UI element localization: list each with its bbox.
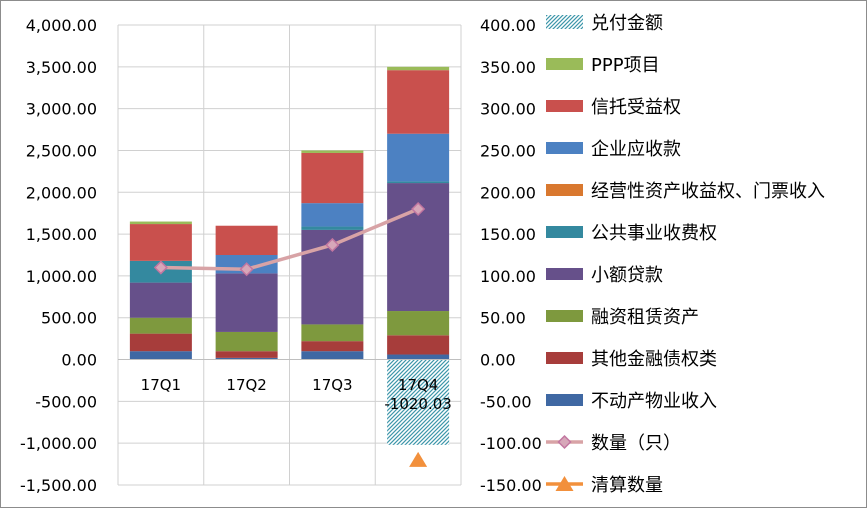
left-tick-label: -1,500.00 xyxy=(20,476,97,495)
legend-label: 公共事业收费权 xyxy=(591,223,717,244)
bar-segment xyxy=(129,333,192,352)
category-label: 17Q2 xyxy=(226,376,266,394)
bar-segment xyxy=(387,311,450,336)
bar-segment xyxy=(215,225,278,255)
bar-segment xyxy=(387,181,450,184)
legend-marker xyxy=(555,476,574,491)
right-tick-label: -50.00 xyxy=(480,392,532,411)
bar-segment xyxy=(387,354,450,360)
bar-segment xyxy=(387,335,450,355)
legend-swatch xyxy=(546,310,583,322)
category-label: 17Q4 xyxy=(398,376,438,394)
left-tick-label: 3,500.00 xyxy=(26,58,97,77)
bar-segment xyxy=(301,341,364,352)
bar-segment xyxy=(387,133,450,182)
bar-segment xyxy=(129,224,192,261)
left-tick-label: 1,500.00 xyxy=(26,225,97,244)
left-tick-label: 4,000.00 xyxy=(26,16,97,35)
count-point xyxy=(325,237,340,253)
bar-segment xyxy=(129,317,192,334)
left-tick-label: 0.00 xyxy=(61,351,97,370)
category-label: 17Q1 xyxy=(141,376,181,394)
bar-segment xyxy=(301,324,364,342)
left-tick-label: -1,000.00 xyxy=(20,434,97,453)
legend-swatch xyxy=(546,15,583,29)
redemption-data-label: -1020.03 xyxy=(384,395,451,413)
bar-segment xyxy=(301,150,364,153)
bar-segment xyxy=(215,331,278,352)
legend-swatch xyxy=(546,268,583,280)
legend-label: 经营性资产收益权、门票收入 xyxy=(591,181,825,202)
bar-segment xyxy=(301,351,364,360)
right-tick-label: 0.00 xyxy=(480,351,516,370)
right-tick-label: 100.00 xyxy=(480,267,536,286)
bar-segment xyxy=(301,226,364,230)
legend-label: 兑付金额 xyxy=(591,13,663,34)
legend-label: 数量（只） xyxy=(591,433,681,454)
right-tick-label: 50.00 xyxy=(480,309,526,328)
legend-label: 清算数量 xyxy=(591,475,663,496)
left-tick-label: 500.00 xyxy=(41,309,97,328)
axes: 4,000.00 3,500.00 3,000.00 2,500.00 2,000.00… xyxy=(20,16,542,495)
bar-segment xyxy=(215,273,278,332)
line-series xyxy=(153,201,428,467)
bar-segment xyxy=(387,70,450,134)
legend-label: 企业应收款 xyxy=(591,139,681,160)
left-tick-label: 1,000.00 xyxy=(26,267,97,286)
legend-label: 信托受益权 xyxy=(591,97,681,118)
right-tick-label: -150.00 xyxy=(480,476,542,495)
right-tick-label: 150.00 xyxy=(480,225,536,244)
left-tick-label: -500.00 xyxy=(35,392,97,411)
legend-label: 融资租赁资产 xyxy=(591,307,699,328)
bar-segment xyxy=(387,66,450,71)
right-tick-label: 350.00 xyxy=(480,58,536,77)
count-point xyxy=(411,201,426,217)
legend-marker xyxy=(557,434,572,450)
right-tick-label: 300.00 xyxy=(480,100,536,119)
right-tick-label: 400.00 xyxy=(480,16,536,35)
legend-swatch xyxy=(546,184,583,196)
left-tick-label: 2,000.00 xyxy=(26,183,97,202)
count-line xyxy=(160,207,419,271)
count-point xyxy=(153,260,168,275)
bar-segment xyxy=(215,351,278,358)
left-tick-label: 3,000.00 xyxy=(26,100,97,119)
left-tick-label: 2,500.00 xyxy=(26,141,97,160)
legend-label: 不动产物业收入 xyxy=(591,391,717,412)
liquidation-point xyxy=(409,451,428,467)
legend-swatch xyxy=(546,226,583,238)
redemption-bar xyxy=(387,359,450,445)
legend-swatch xyxy=(546,394,583,406)
legend: 兑付金额 PPP项目信托受益权企业应收款经营性资产收益权、门票收入公共事业收费权小… xyxy=(546,13,825,496)
legend-swatch xyxy=(546,58,583,70)
bar-segment xyxy=(129,282,192,318)
legend-swatch xyxy=(546,352,583,364)
legend-label: 小额贷款 xyxy=(591,265,663,286)
right-tick-label: -100.00 xyxy=(480,434,542,453)
bar-segment xyxy=(215,357,278,360)
category-label: 17Q3 xyxy=(312,376,352,394)
legend-label: 其他金融债权类 xyxy=(591,349,717,370)
bar-segment xyxy=(129,351,192,360)
legend-swatch xyxy=(546,142,583,154)
bar-segment xyxy=(301,152,364,204)
legend-label: PPP项目 xyxy=(591,55,660,76)
bar-segment xyxy=(301,203,364,227)
count-point xyxy=(239,262,254,277)
right-tick-label: 200.00 xyxy=(480,183,536,202)
legend-swatch xyxy=(546,100,583,112)
bar-segment xyxy=(129,221,192,225)
right-tick-label: 250.00 xyxy=(480,141,536,160)
